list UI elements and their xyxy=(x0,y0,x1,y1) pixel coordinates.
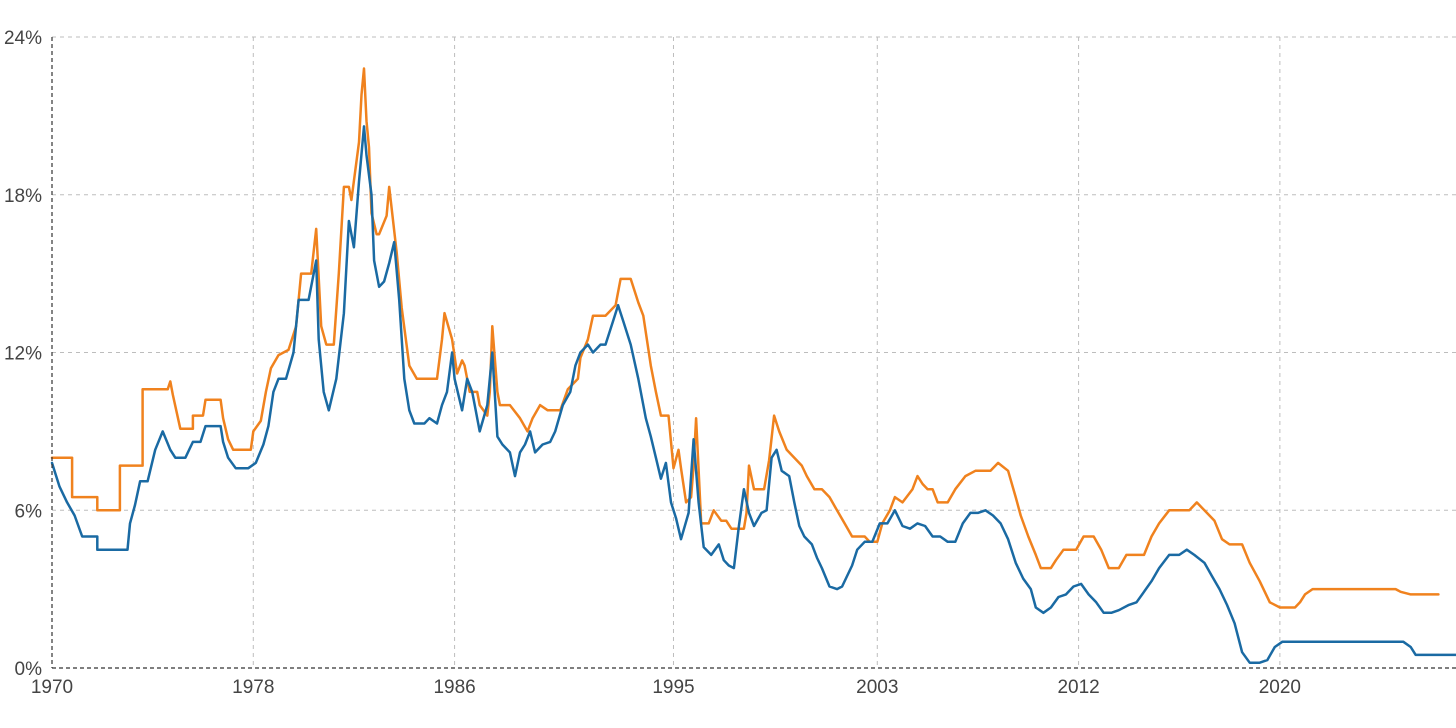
x-tick-label-2: 1986 xyxy=(433,677,475,698)
x-tick-label-4: 2003 xyxy=(856,677,898,698)
y-tick-label-2: 12% xyxy=(4,344,42,365)
series-line-0 xyxy=(50,67,1440,609)
x-tick-label-3: 1995 xyxy=(652,677,694,698)
x-tick-label-0: 1970 xyxy=(31,677,73,698)
y-tick-label-3: 18% xyxy=(4,186,42,207)
y-tick-label-0: 0% xyxy=(15,659,43,680)
x-tick-label-6: 2020 xyxy=(1259,677,1301,698)
series-lines xyxy=(50,67,1456,664)
y-tick-label-4: 24% xyxy=(4,28,42,49)
tick-labels: 0% 6% 12% 18% 24% 1970 1978 1986 1995 2003 2012 202… xyxy=(4,28,1301,698)
series-line-1 xyxy=(50,125,1456,664)
x-tick-label-1: 1978 xyxy=(232,677,274,698)
x-tick-label-5: 2012 xyxy=(1057,677,1099,698)
y-tick-label-1: 6% xyxy=(15,501,43,522)
axes xyxy=(51,37,1456,669)
grid xyxy=(52,36,1456,668)
